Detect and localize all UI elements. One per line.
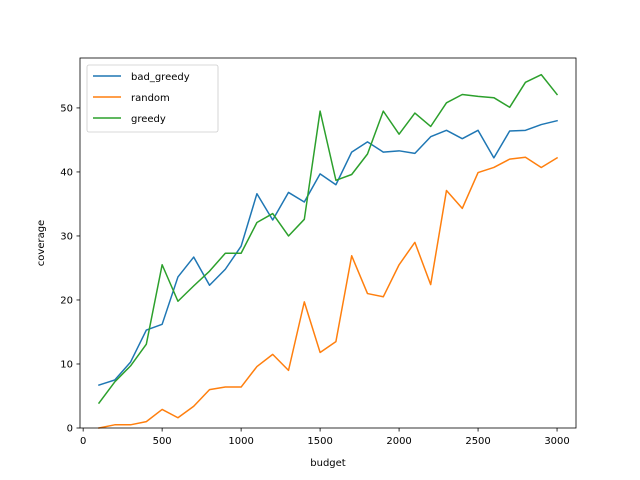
x-tick-label: 0 [80,436,86,447]
legend-box [86,64,219,133]
x-axis-ticks: 0 500 1000 1500 2000 2500 3000 [80,428,570,447]
legend-label-bad-greedy: bad_greedy [131,72,190,83]
series-line-random [98,156,559,429]
y-tick-label: 30 [60,231,73,242]
series-line-bad-greedy [98,119,558,387]
y-tick-label: 50 [60,103,73,114]
x-tick-label: 500 [153,436,172,447]
series-line-greedy [97,73,559,405]
x-tick-label: 2500 [465,436,490,447]
x-tick-label: 1500 [307,436,332,447]
legend-label-random: random [131,93,170,104]
x-tick-label: 2000 [386,436,411,447]
x-axis-label: budget [310,458,346,469]
series-layer [97,73,559,429]
y-tick-label: 20 [60,295,73,306]
x-tick-label: 1000 [228,436,253,447]
x-tick-label: 3000 [544,436,569,447]
legend-label-greedy: greedy [131,114,166,125]
y-tick-label: 10 [60,359,73,370]
y-axis-label: coverage [36,220,47,266]
y-tick-label: 0 [67,424,73,435]
y-tick-label: 40 [60,167,73,178]
y-axis-ticks: 0 10 20 30 40 50 [60,103,80,435]
plot-frame [79,57,577,429]
